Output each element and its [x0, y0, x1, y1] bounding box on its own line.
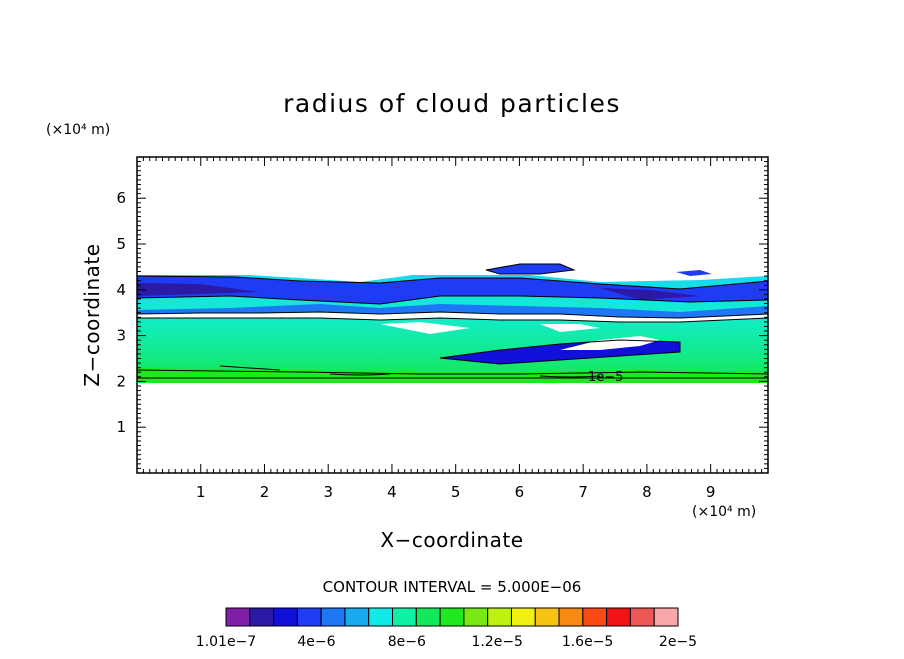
colorbar-swatch	[582, 607, 608, 627]
colorbar-swatch	[368, 607, 394, 627]
y-axis-label: Z−coordinate	[80, 243, 104, 386]
axis-ticks	[137, 157, 768, 473]
gap-right-lens	[560, 336, 660, 350]
colorbar-label: 1.2e−5	[471, 634, 523, 650]
colorbar-swatch	[629, 607, 655, 627]
colorbar-swatch	[463, 607, 489, 627]
y-tick-labels: 1 2 3 4 5 6	[116, 189, 126, 436]
y-tick-label: 5	[116, 235, 126, 253]
gap-center	[380, 322, 600, 334]
x-axis-label: X−coordinate	[380, 528, 523, 552]
x-tick-label: 5	[451, 483, 461, 501]
chart-title: radius of cloud particles	[283, 89, 621, 118]
contour-label: 1e−5	[588, 370, 623, 385]
colorbar-swatch	[558, 607, 584, 627]
x-tick-label: 9	[706, 483, 716, 501]
upper-fringe	[137, 276, 768, 304]
contour-field: 1e−5	[137, 263, 768, 385]
contour-lines	[137, 263, 768, 379]
x-tick-label: 8	[642, 483, 652, 501]
upper-fringe-purple	[137, 283, 700, 300]
colorbar-swatch	[439, 607, 465, 627]
colorbar	[225, 607, 679, 627]
colorbar-swatch	[534, 607, 560, 627]
colorbar-swatch	[344, 607, 370, 627]
colorbar-label: 2e−5	[659, 634, 697, 650]
colorbar-label: 8e−6	[388, 634, 426, 650]
x-tick-label: 4	[387, 483, 397, 501]
x-tick-label: 6	[515, 483, 525, 501]
x-tick-label: 3	[323, 483, 333, 501]
colorbar-swatch	[415, 607, 441, 627]
y-tick-label: 4	[116, 281, 126, 299]
colorbar-label: 1.6e−5	[562, 634, 614, 650]
y-tick-label: 2	[116, 372, 126, 390]
x-tick-label: 2	[260, 483, 270, 501]
colorbar-swatch	[225, 607, 251, 627]
x-tick-labels: 1 2 3 4 5 6 7 8 9	[196, 483, 715, 501]
y-axis-unit: (×10⁴ m)	[46, 122, 110, 138]
colorbar-swatch	[487, 607, 512, 627]
colorbar-label: 4e−6	[297, 634, 335, 650]
colorbar-swatch	[273, 607, 298, 627]
gap-mid	[137, 312, 768, 322]
colorbar-swatch	[320, 607, 346, 627]
colorbar-swatch	[510, 607, 536, 627]
colorbar-swatch	[392, 607, 417, 627]
colorbar-swatch	[606, 607, 631, 627]
colorbar-swatch	[249, 607, 275, 627]
colorbar-labels: 1.01e−7 4e−6 8e−6 1.2e−5 1.6e−5 2e−5	[196, 634, 697, 650]
colorbar-swatch	[653, 607, 679, 627]
contour-interval-text: CONTOUR INTERVAL = 5.000E−06	[323, 578, 582, 596]
gap-upper	[137, 268, 768, 282]
x-tick-label: 7	[578, 483, 588, 501]
x-axis-unit: (×10⁴ m)	[692, 504, 756, 520]
y-tick-label: 6	[116, 189, 126, 207]
y-tick-label: 1	[116, 418, 126, 436]
top-cluster-2	[676, 270, 712, 276]
y-tick-label: 3	[116, 327, 126, 345]
colorbar-swatch	[296, 607, 322, 627]
x-tick-label: 1	[196, 483, 206, 501]
colorbar-label: 1.01e−7	[196, 634, 256, 650]
plot-frame	[136, 156, 769, 474]
